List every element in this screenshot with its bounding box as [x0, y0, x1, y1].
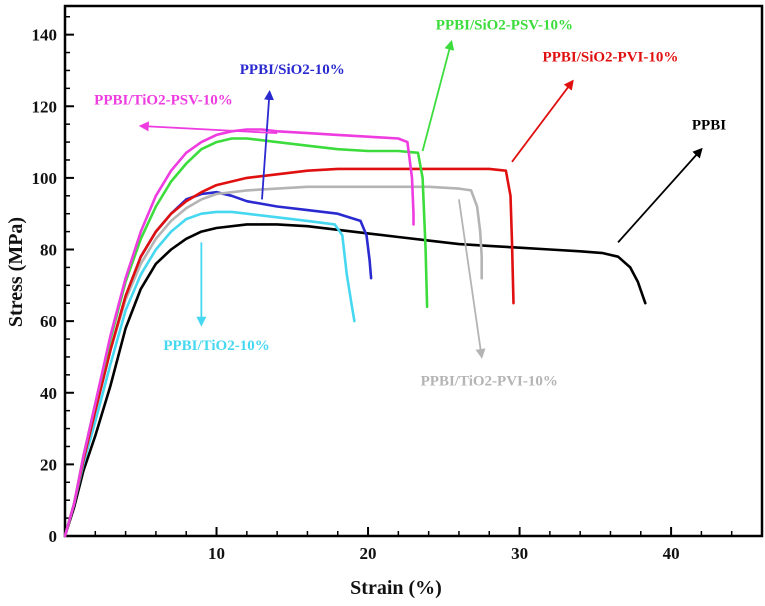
x-tick-label: 10 — [208, 544, 225, 563]
series-layer — [63, 128, 647, 538]
annotation-arrow — [617, 147, 703, 243]
series-label: PPBI/SiO2-PVI-10% — [543, 50, 679, 66]
x-axis-title: Strain (%) — [350, 577, 442, 599]
y-tick-label: 60 — [40, 312, 57, 331]
x-tick-label: 20 — [360, 544, 377, 563]
y-tick-label: 0 — [49, 527, 58, 546]
annotation-arrow — [511, 79, 574, 163]
annotation-layer: PPBI/SiO2-PSV-10% PPBI/SiO2-10% PPBI/SiO2-… — [94, 17, 726, 389]
series-line-ppbi-tio2-10- — [63, 210, 356, 538]
series-label: PPBI — [692, 118, 726, 134]
y-axis-title: Stress (MPa) — [5, 217, 27, 327]
series-line-ppbi-tio2-psv-10- — [63, 128, 415, 538]
x-tick-label: 40 — [663, 544, 680, 563]
series-line-ppbi — [63, 223, 647, 538]
annotation-arrow — [138, 121, 278, 135]
annotation-arrow — [261, 89, 274, 200]
series-label: PPBI/TiO2-PSV-10% — [94, 92, 233, 108]
y-tick-label: 100 — [32, 169, 58, 188]
series-label: PPBI/TiO2-PVI-10% — [421, 374, 558, 390]
y-tick-label: 40 — [40, 384, 57, 403]
series-label: PPBI/SiO2-10% — [240, 62, 345, 78]
y-tick-label: 80 — [40, 241, 57, 260]
series-label: PPBI/TiO2-10% — [163, 338, 269, 354]
y-tick-label: 20 — [40, 455, 57, 474]
annotation-arrow — [458, 199, 486, 359]
annotation-arrow — [421, 39, 455, 152]
ticks-layer: 10 20 30 40 0 20 40 60 80 100 120 140 — [32, 15, 733, 563]
y-tick-label: 120 — [32, 97, 58, 116]
series-label: PPBI/SiO2-PSV-10% — [436, 17, 573, 33]
plot-frame — [63, 4, 764, 538]
series-line-ppbi-sio2-pvi-10- — [63, 167, 515, 538]
y-tick-label: 140 — [32, 26, 58, 45]
x-tick-label: 30 — [511, 544, 528, 563]
